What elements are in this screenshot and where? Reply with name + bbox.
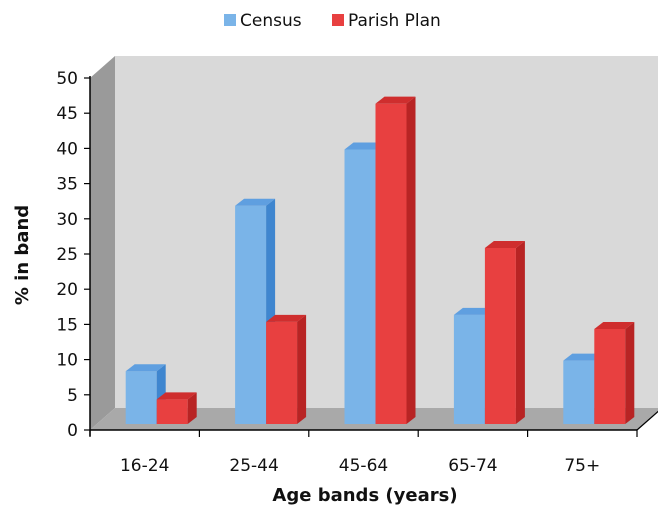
bar-top bbox=[484, 241, 525, 248]
y-tick-label: 45 bbox=[56, 104, 78, 124]
bar-parish-plan-65-74 bbox=[484, 241, 525, 424]
y-tick-label: 25 bbox=[56, 245, 78, 265]
y-tick-label: 20 bbox=[56, 280, 78, 300]
bar-top bbox=[344, 142, 385, 150]
y-tick-label: 50 bbox=[56, 69, 78, 89]
bar-parish-plan-75+ bbox=[594, 321, 635, 424]
bar-front bbox=[594, 328, 626, 424]
y-tick-label: 5 bbox=[67, 386, 78, 406]
chart-bars bbox=[125, 96, 635, 425]
bar-top bbox=[594, 321, 635, 329]
bar-top bbox=[375, 96, 416, 104]
y-tick-label: 0 bbox=[67, 421, 78, 441]
bar-top bbox=[156, 392, 197, 400]
bar-front bbox=[125, 371, 157, 424]
y-tick-label: 35 bbox=[56, 175, 78, 195]
bar-side bbox=[625, 321, 635, 424]
bar-front bbox=[266, 321, 298, 424]
x-tick-label: 65-74 bbox=[448, 456, 497, 476]
bar-top bbox=[563, 353, 604, 361]
legend-label-parish-plan: Parish Plan bbox=[348, 11, 441, 31]
y-tick-label: 15 bbox=[56, 315, 78, 335]
bar-front bbox=[375, 103, 407, 425]
bar-top bbox=[235, 198, 276, 206]
bar-top bbox=[125, 364, 166, 372]
bar-parish-plan-25-44 bbox=[266, 314, 307, 424]
y-tick-label: 30 bbox=[56, 210, 78, 230]
bar-parish-plan-45-64 bbox=[375, 96, 416, 425]
bar-front bbox=[563, 360, 595, 424]
legend-swatch-parish-plan bbox=[332, 14, 344, 26]
y-tick-label: 40 bbox=[56, 139, 78, 159]
bar-top bbox=[266, 314, 307, 322]
bar-side bbox=[187, 392, 197, 424]
chart-axes: 0 5 10 15 20 25 30 35 40 45 50 16-24 25-44 45-64 65-74… bbox=[56, 69, 658, 476]
x-axis-title: Age bands (years) bbox=[272, 485, 457, 505]
bar-parish-plan-16-24 bbox=[156, 392, 197, 424]
x-tick-label: 45-64 bbox=[339, 456, 388, 476]
side-wall bbox=[90, 56, 115, 430]
bar-front bbox=[235, 205, 267, 424]
bar-side bbox=[297, 314, 307, 424]
bar-front bbox=[156, 399, 188, 424]
bar-front bbox=[484, 248, 516, 424]
x-tick-label: 16-24 bbox=[120, 456, 169, 476]
bar-front bbox=[453, 314, 485, 424]
y-tick-label: 10 bbox=[56, 351, 78, 371]
x-tick-label: 75+ bbox=[564, 456, 600, 476]
y-axis-title: % in band bbox=[12, 205, 33, 305]
legend-swatch-census bbox=[224, 14, 236, 26]
x-tick-label: 25-44 bbox=[229, 456, 278, 476]
bar-side bbox=[515, 241, 525, 424]
bar-census-16-24 bbox=[125, 364, 166, 424]
bar-top bbox=[453, 307, 494, 315]
legend: Census Parish Plan bbox=[224, 11, 441, 31]
legend-label-census: Census bbox=[240, 11, 302, 31]
bar-side bbox=[406, 96, 416, 425]
bar-front bbox=[344, 149, 376, 424]
